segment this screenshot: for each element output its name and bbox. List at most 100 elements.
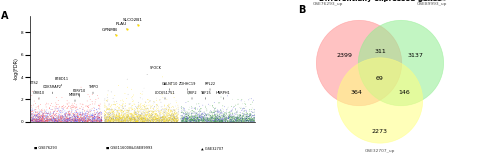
Point: [110, 113, 118, 116]
Point: [120, 103, 128, 105]
Point: [223, 117, 231, 119]
Point: [135, 111, 143, 113]
Point: [50, 111, 58, 113]
Point: [146, 115, 154, 117]
Point: [227, 119, 235, 122]
Point: [236, 118, 244, 120]
Point: [56, 118, 64, 121]
Point: [133, 107, 141, 110]
Point: [54, 99, 62, 102]
Point: [194, 117, 202, 120]
Point: [131, 110, 139, 112]
Point: [62, 120, 70, 122]
Point: [234, 119, 241, 122]
Point: [220, 118, 228, 121]
Point: [209, 118, 217, 121]
Point: [102, 105, 110, 107]
Point: [40, 120, 48, 123]
Point: [106, 115, 114, 117]
Point: [85, 117, 93, 120]
Point: [152, 113, 160, 116]
Point: [126, 110, 134, 112]
Point: [133, 118, 141, 121]
Point: [36, 103, 44, 106]
Point: [190, 112, 198, 114]
Point: [116, 117, 124, 119]
Point: [110, 117, 118, 120]
Point: [138, 114, 145, 116]
Point: [222, 114, 230, 117]
Point: [218, 114, 226, 117]
Point: [102, 117, 110, 119]
Point: [200, 115, 208, 117]
Point: [130, 118, 138, 120]
Point: [149, 119, 157, 122]
Point: [114, 110, 122, 112]
Point: [246, 120, 254, 123]
Point: [172, 116, 179, 118]
Point: [138, 93, 146, 95]
Point: [222, 108, 230, 111]
Point: [135, 116, 143, 119]
Point: [38, 119, 46, 122]
Point: [78, 120, 86, 122]
Point: [108, 111, 116, 114]
Point: [86, 110, 94, 112]
Point: [134, 106, 142, 109]
Point: [39, 118, 47, 121]
Point: [123, 114, 131, 117]
Point: [166, 102, 174, 105]
Point: [174, 118, 182, 120]
Point: [104, 107, 112, 110]
Point: [162, 107, 170, 110]
Point: [238, 119, 246, 121]
Point: [128, 117, 136, 120]
Point: [154, 114, 162, 117]
Point: [200, 120, 207, 122]
Point: [125, 111, 133, 113]
Point: [242, 117, 250, 119]
Point: [243, 119, 251, 122]
Point: [210, 111, 218, 113]
Point: [122, 119, 130, 122]
Point: [164, 120, 172, 122]
Point: [229, 119, 237, 122]
Point: [164, 117, 172, 119]
Point: [120, 119, 128, 122]
Point: [212, 115, 220, 117]
Point: [43, 119, 51, 121]
Point: [77, 116, 85, 119]
Point: [82, 119, 90, 121]
Point: [170, 113, 177, 116]
Point: [34, 105, 42, 108]
Point: [145, 116, 153, 119]
Point: [100, 117, 108, 119]
Point: [138, 115, 146, 118]
Point: [246, 114, 254, 117]
Point: [40, 112, 48, 114]
Point: [182, 118, 190, 121]
Point: [118, 103, 126, 106]
Point: [190, 120, 198, 123]
Point: [120, 120, 128, 123]
Point: [52, 117, 60, 120]
Point: [82, 117, 90, 120]
Point: [77, 117, 85, 120]
Point: [102, 117, 110, 120]
Point: [89, 113, 97, 115]
Point: [196, 115, 203, 117]
Point: [37, 117, 45, 120]
Point: [218, 120, 226, 123]
Point: [52, 118, 60, 120]
Point: [207, 119, 215, 121]
Point: [137, 108, 145, 111]
Point: [76, 117, 84, 119]
Point: [51, 113, 59, 116]
Point: [124, 116, 132, 118]
Point: [28, 90, 36, 93]
Point: [146, 113, 154, 115]
Point: [108, 119, 116, 122]
Point: [93, 120, 101, 122]
Point: [111, 103, 119, 106]
Point: [228, 120, 236, 122]
